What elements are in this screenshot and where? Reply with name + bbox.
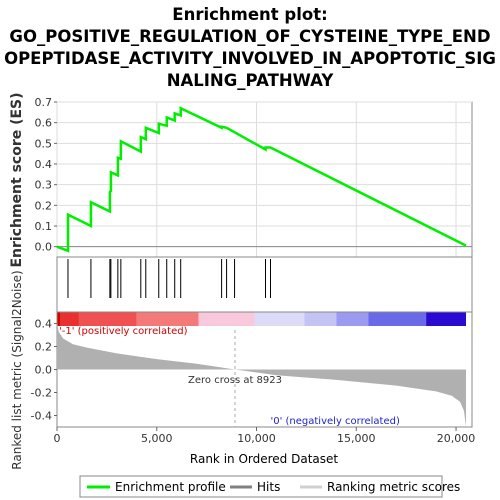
ranked-y-tick-label: 0.0 [35,364,53,377]
ranked-color-bar [57,312,467,326]
positive-correlation-label: '-1' (positively correlated) [59,326,188,337]
color-bar-segment [198,312,255,326]
es-y-tick-label: 0.5 [35,137,53,150]
legend-hits-label: Hits [257,480,280,494]
x-tick-label: 0 [54,432,61,445]
es-y-tick-label: 0.3 [35,179,53,192]
es-y-tick-label: 0.7 [35,96,53,109]
legend-box [79,475,443,498]
ranking-metric-area [57,321,466,427]
title-line-1: Enrichment plot: [172,5,327,24]
es-y-axis: 0.0 0.1 0.2 0.3 0.4 0.5 0.6 0.7 [35,96,57,254]
es-y-tick-label: 0.1 [35,220,53,233]
ranked-y-axis-label: Ranked list metric (Signal2Noise) [10,270,24,469]
color-bar-segment [136,312,199,326]
color-bar-segment [59,312,79,326]
color-bar-segment [426,312,467,326]
zero-cross-label: Zero cross at 8923 [188,375,282,386]
ranked-y-axis: 0.4 0.2 0.0 -0.2 -0.4 [31,318,57,423]
ranked-y-tick-label: 0.2 [35,341,53,354]
color-bar-segment [57,312,60,326]
color-bar-segment [304,312,337,326]
es-y-tick-label: 0.6 [35,117,53,130]
title: Enrichment plot: GO_POSITIVE_REGULATION_… [4,5,496,90]
x-tick-label: 5,000 [141,432,173,445]
hits-panel-frame [56,256,473,313]
legend-enrichment-label: Enrichment profile [115,480,226,494]
x-tick-label: 15,000 [337,432,376,445]
x-axis-label: Rank in Ordered Dataset [190,452,338,466]
es-y-tick-label: 0.2 [35,199,53,212]
color-bar-segment [254,312,305,326]
x-axis: 0 5,000 10,000 15,000 20,000 [54,427,476,445]
ranked-y-tick-label: 0.4 [35,318,53,331]
negative-correlation-label: '0' (negatively correlated) [270,416,399,427]
x-tick-label: 20,000 [437,432,476,445]
ranked-y-tick-label: -0.4 [31,410,52,423]
legend: Enrichment profile Hits Ranking metric s… [79,475,460,498]
enrichment-profile-line [56,106,467,253]
ranked-y-tick-label: -0.2 [31,387,52,400]
legend-ranking-label: Ranking metric scores [327,480,460,494]
es-panel-frame [56,101,473,258]
color-bar-segment [368,312,427,326]
es-y-axis-label: Enrichment score (ES) [9,92,25,267]
color-bar-segment [78,312,137,326]
x-tick-label: 10,000 [237,432,276,445]
title-line-4: NALING_PATHWAY [167,71,335,90]
title-line-3: OPEPTIDASE_ACTIVITY_INVOLVED_IN_APOPTOTI… [4,49,496,68]
color-bar-segment [336,312,369,326]
es-y-tick-label: 0.0 [35,241,53,254]
title-line-2: GO_POSITIVE_REGULATION_OF_CYSTEINE_TYPE_… [9,27,490,46]
es-y-tick-label: 0.4 [35,158,53,171]
hit-markers [67,259,271,298]
